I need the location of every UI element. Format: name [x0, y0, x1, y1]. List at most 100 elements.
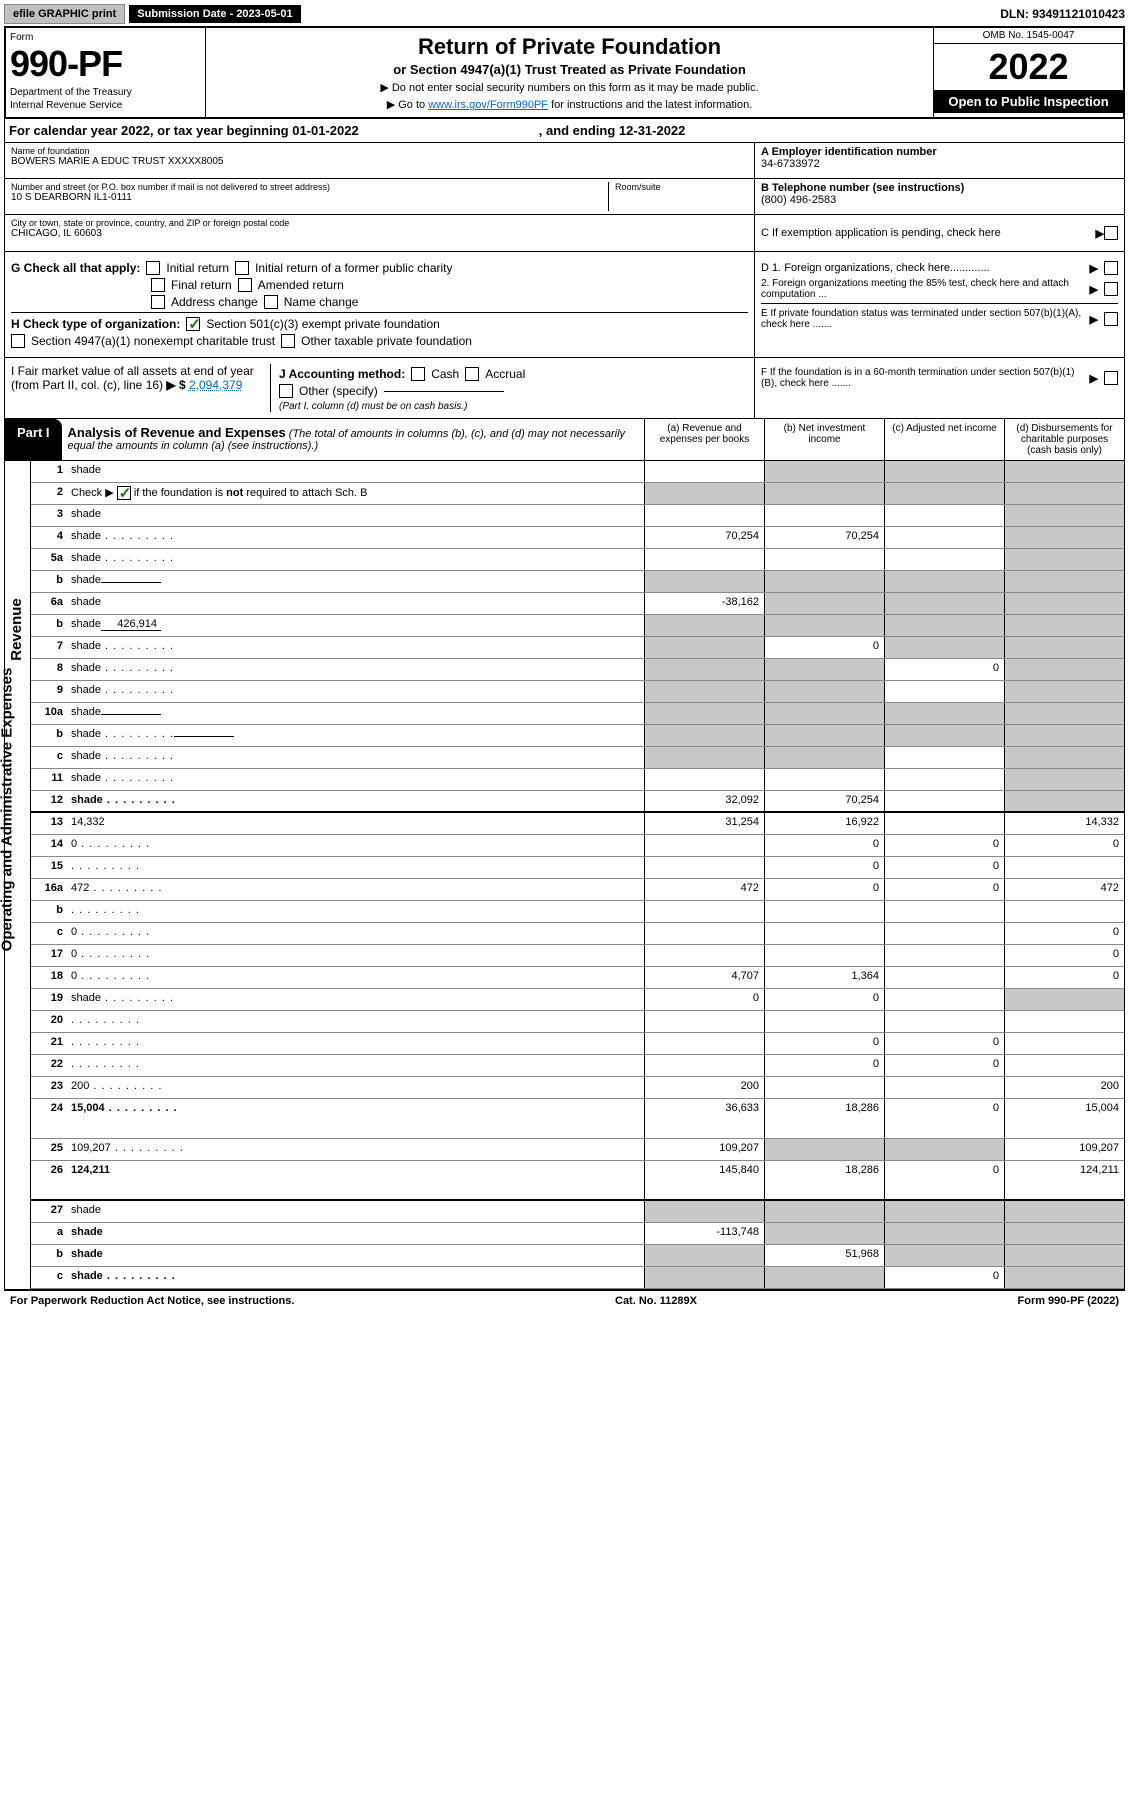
cell-col-d	[1004, 747, 1124, 768]
dept-irs: Internal Revenue Service	[10, 100, 201, 111]
line-number: a	[31, 1223, 67, 1244]
line-description: 0 . . . . . . . . .	[67, 923, 644, 944]
line-description: shade	[67, 571, 644, 592]
line-number: c	[31, 747, 67, 768]
cell-col-c	[884, 1011, 1004, 1032]
cell-col-b: 18,286	[764, 1161, 884, 1199]
line-description: 200 . . . . . . . . .	[67, 1077, 644, 1098]
cell-col-a	[644, 549, 764, 570]
amended-return-label: Amended return	[258, 278, 344, 292]
final-return-label: Final return	[171, 278, 232, 292]
cell-col-c	[884, 615, 1004, 636]
cell-col-d: 109,207	[1004, 1139, 1124, 1160]
initial-return-checkbox[interactable]	[146, 261, 160, 275]
cash-checkbox[interactable]	[411, 367, 425, 381]
cell-col-a	[644, 483, 764, 504]
f-checkbox[interactable]	[1104, 371, 1118, 385]
cell-col-b: 0	[764, 1055, 884, 1076]
table-row: 180 . . . . . . . . .4,7071,3640	[31, 967, 1124, 989]
table-row: 11shade . . . . . . . . .	[31, 769, 1124, 791]
d2-checkbox[interactable]	[1104, 282, 1118, 296]
cell-col-c	[884, 505, 1004, 526]
part1-title: Analysis of Revenue and Expenses	[68, 425, 286, 440]
address-change-checkbox[interactable]	[151, 295, 165, 309]
table-row: 5ashade . . . . . . . . .	[31, 549, 1124, 571]
cell-col-b	[764, 615, 884, 636]
line-number: 11	[31, 769, 67, 790]
table-row: bshade51,968	[31, 1245, 1124, 1267]
city-label: City or town, state or province, country…	[11, 218, 748, 228]
accrual-checkbox[interactable]	[465, 367, 479, 381]
d1-label: D 1. Foreign organizations, check here..…	[761, 262, 1084, 274]
exemption-pending-checkbox[interactable]	[1104, 226, 1118, 240]
amended-return-checkbox[interactable]	[238, 278, 252, 292]
table-row: 20 . . . . . . . . .	[31, 1011, 1124, 1033]
cell-col-b	[764, 945, 884, 966]
other-method-label: Other (specify)	[299, 384, 378, 398]
line-number: b	[31, 725, 67, 746]
final-return-checkbox[interactable]	[151, 278, 165, 292]
line-description: shade . . . . . . . . .	[67, 769, 644, 790]
cell-col-c	[884, 901, 1004, 922]
cell-col-a	[644, 703, 764, 724]
line-description: shade	[67, 1245, 644, 1266]
cell-col-b	[764, 1201, 884, 1222]
phone: (800) 496-2583	[761, 194, 1118, 206]
name-change-checkbox[interactable]	[264, 295, 278, 309]
cell-col-c: 0	[884, 659, 1004, 680]
col-d-header: (d) Disbursements for charitable purpose…	[1004, 419, 1124, 460]
cell-col-b: 70,254	[764, 791, 884, 811]
line-description: shade	[67, 1223, 644, 1244]
j-label: J Accounting method:	[279, 367, 405, 381]
line-description: . . . . . . . . .	[67, 901, 644, 922]
d1-checkbox[interactable]	[1104, 261, 1118, 275]
cell-col-d	[1004, 505, 1124, 526]
cell-col-d	[1004, 659, 1124, 680]
table-row: 25109,207 . . . . . . . . .109,207109,20…	[31, 1139, 1124, 1161]
cell-col-b: 0	[764, 835, 884, 856]
line-description: . . . . . . . . .	[67, 1033, 644, 1054]
cell-col-d: 14,332	[1004, 813, 1124, 834]
other-taxable-checkbox[interactable]	[281, 334, 295, 348]
e-checkbox[interactable]	[1104, 312, 1118, 326]
inline-amount	[174, 736, 234, 737]
line-number: 12	[31, 791, 67, 811]
cell-col-b: 18,286	[764, 1099, 884, 1138]
efile-print-button[interactable]: efile GRAPHIC print	[4, 4, 125, 24]
cell-col-c	[884, 549, 1004, 570]
form990pf-link[interactable]: www.irs.gov/Form990PF	[428, 99, 548, 111]
line-number: 26	[31, 1161, 67, 1199]
initial-return-former-checkbox[interactable]	[235, 261, 249, 275]
col-b-header: (b) Net investment income	[764, 419, 884, 460]
form-header: Form 990-PF Department of the Treasury I…	[4, 26, 1125, 119]
cell-col-a	[644, 615, 764, 636]
cell-col-d	[1004, 1201, 1124, 1222]
cell-col-d: 124,211	[1004, 1161, 1124, 1199]
other-method-checkbox[interactable]	[279, 384, 293, 398]
501c3-checkbox[interactable]	[186, 317, 200, 331]
cell-col-a	[644, 637, 764, 658]
line-description: shade . . . . . . . . .	[67, 681, 644, 702]
4947a1-checkbox[interactable]	[11, 334, 25, 348]
cell-col-b	[764, 659, 884, 680]
line-description: shade	[67, 461, 644, 482]
cell-col-c: 0	[884, 879, 1004, 900]
cell-col-d	[1004, 1033, 1124, 1054]
tax-year: 2022	[934, 44, 1123, 90]
cell-col-c: 0	[884, 1161, 1004, 1199]
cell-col-a: 145,840	[644, 1161, 764, 1199]
cell-col-d	[1004, 461, 1124, 482]
form-subtitle: or Section 4947(a)(1) Trust Treated as P…	[212, 62, 927, 77]
cell-col-d	[1004, 637, 1124, 658]
sch-b-checkbox[interactable]	[117, 486, 131, 500]
cell-col-a: 32,092	[644, 791, 764, 811]
top-bar: efile GRAPHIC print Submission Date - 20…	[4, 4, 1125, 24]
table-row: 1shade	[31, 461, 1124, 483]
goto-note: ▶ Go to www.irs.gov/Form990PF for instru…	[212, 98, 927, 111]
other-method-input[interactable]	[384, 391, 504, 392]
cell-col-d	[1004, 1245, 1124, 1266]
cell-col-b	[764, 725, 884, 746]
line-description: 15,004 . . . . . . . . .	[67, 1099, 644, 1138]
table-row: bshade426,914	[31, 615, 1124, 637]
section-i-j-block: I Fair market value of all assets at end…	[4, 358, 1125, 419]
